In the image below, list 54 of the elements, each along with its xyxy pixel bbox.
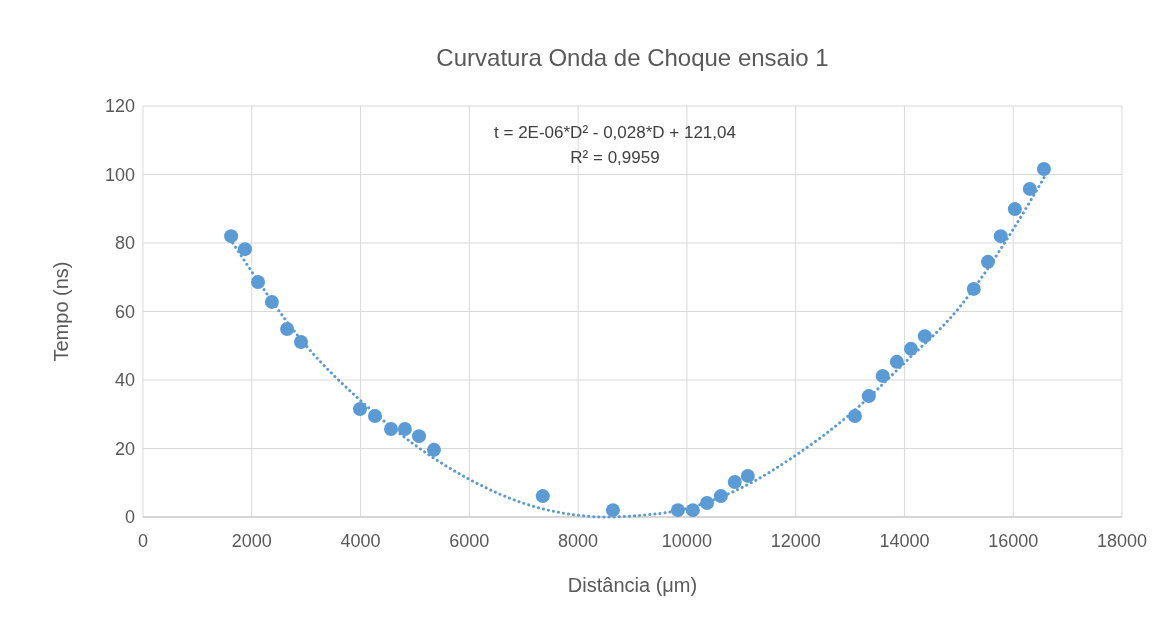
x-tick-label: 6000 [449,531,490,551]
x-tick-label: 4000 [340,531,381,551]
point [980,254,995,269]
point [264,294,279,309]
chart-title: Curvatura Onda de Choque ensaio 1 [436,44,829,71]
x-tick-label: 2000 [231,531,272,551]
point [903,341,918,356]
point [367,408,382,423]
point [861,389,876,404]
point [993,229,1008,244]
y-tick-label: 120 [104,96,135,117]
x-tick-label: 16000 [988,531,1039,551]
point [280,321,295,336]
y-tick-label: 0 [124,507,135,528]
x-tick-label: 12000 [770,531,821,551]
point [397,421,412,436]
annotation: t = 2E-06*D² - 0,028*D + 121,04 [494,123,736,142]
x-axis-title: Distância (μm) [567,574,698,596]
point [426,442,441,457]
x-tick-label: 8000 [558,531,599,551]
point [875,368,890,383]
y-tick-label: 40 [114,370,135,391]
point [917,329,932,344]
point [966,281,981,296]
point [727,475,742,490]
point [535,489,550,504]
y-tick-label: 20 [114,438,135,459]
x-tick-label: 10000 [661,531,712,551]
point [889,354,904,369]
point [713,489,728,504]
point [700,495,715,510]
y-axis-title: Tempo (ns) [50,261,72,362]
x-tick-label: 18000 [1096,531,1148,551]
point [670,503,685,518]
point [847,408,862,423]
point [1036,162,1051,177]
y-tick-label: 60 [114,301,135,322]
point [1022,181,1037,196]
point [605,503,620,518]
x-tick-label: 0 [137,531,149,551]
point [353,402,368,417]
point [685,503,700,518]
point [294,334,308,349]
point [384,421,399,436]
y-tick-label: 100 [104,164,135,185]
point [740,468,755,483]
point [224,229,239,244]
point [237,242,252,257]
x-tick-label: 14000 [879,531,930,551]
point [412,429,427,444]
point [251,275,266,290]
annotation: R² = 0,9959 [570,148,660,167]
point [1007,202,1022,217]
y-tick-label: 80 [114,233,135,254]
